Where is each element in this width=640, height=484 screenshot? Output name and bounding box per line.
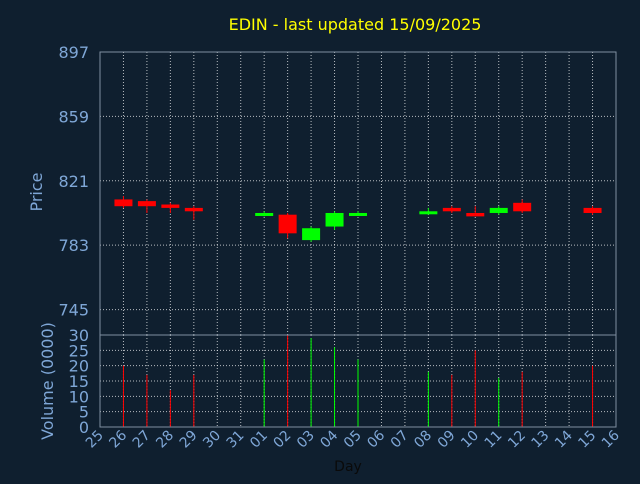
candle-body — [325, 212, 344, 227]
price-tick-label: 783 — [58, 236, 89, 255]
volume-tick-label: 30 — [69, 326, 89, 345]
x-tick-label: 26 — [106, 427, 130, 451]
volume-tick-label: 20 — [69, 357, 89, 376]
x-tick-label: 29 — [177, 428, 201, 452]
x-tick-label: 06 — [364, 427, 388, 451]
x-tick-label: 14 — [552, 427, 576, 451]
x-tick-label: 01 — [247, 428, 271, 452]
candle-body — [513, 202, 532, 212]
volume-tick-label: 0 — [79, 418, 89, 437]
candle-body — [466, 212, 485, 217]
candle-body — [583, 207, 602, 213]
volume-tick-label: 15 — [69, 372, 89, 391]
chart-title: EDIN - last updated 15/09/2025 — [229, 15, 482, 34]
candle-body — [114, 199, 133, 207]
candle-body — [419, 211, 438, 215]
x-tick-label: 12 — [505, 428, 529, 452]
price-tick-label: 821 — [58, 172, 89, 191]
candle-body — [137, 201, 156, 207]
x-tick-label: 16 — [599, 427, 623, 451]
candle-body — [489, 207, 508, 213]
x-tick-label: 09 — [435, 428, 459, 452]
candle-body — [278, 214, 297, 234]
x-tick-label: 30 — [200, 428, 224, 452]
candle-body — [255, 212, 274, 216]
x-tick-label: 07 — [388, 428, 412, 452]
candle-body — [161, 204, 180, 208]
x-tick-label: 11 — [482, 428, 506, 452]
price-tick-label: 745 — [58, 301, 89, 320]
volume-axis-label: Volume (0000) — [38, 322, 57, 440]
volume-tick-label: 5 — [79, 403, 89, 422]
volume-panel-frame — [99, 334, 617, 428]
candle-body — [349, 212, 367, 216]
x-tick-label: 15 — [575, 428, 599, 452]
day-axis-label: Day — [334, 459, 362, 475]
x-tick-label: 28 — [153, 428, 177, 452]
candle-body — [302, 228, 321, 241]
x-tick-label: 08 — [411, 428, 435, 452]
x-tick-label: 31 — [224, 428, 248, 452]
price-axis-label: Price — [27, 172, 46, 211]
x-tick-label: 03 — [294, 428, 318, 452]
price-tick-label: 897 — [58, 43, 89, 62]
x-tick-label: 05 — [341, 428, 365, 452]
x-tick-label: 13 — [529, 428, 553, 452]
x-tick-label: 27 — [130, 428, 154, 452]
x-tick-label: 10 — [458, 428, 482, 452]
x-tick-label: 02 — [271, 428, 295, 452]
price-tick-label: 859 — [58, 107, 89, 126]
volume-tick-label: 25 — [69, 341, 89, 360]
candle-body — [442, 207, 461, 212]
x-tick-label: 04 — [317, 427, 341, 451]
candle-body — [184, 207, 203, 212]
volume-tick-label: 10 — [69, 387, 89, 406]
